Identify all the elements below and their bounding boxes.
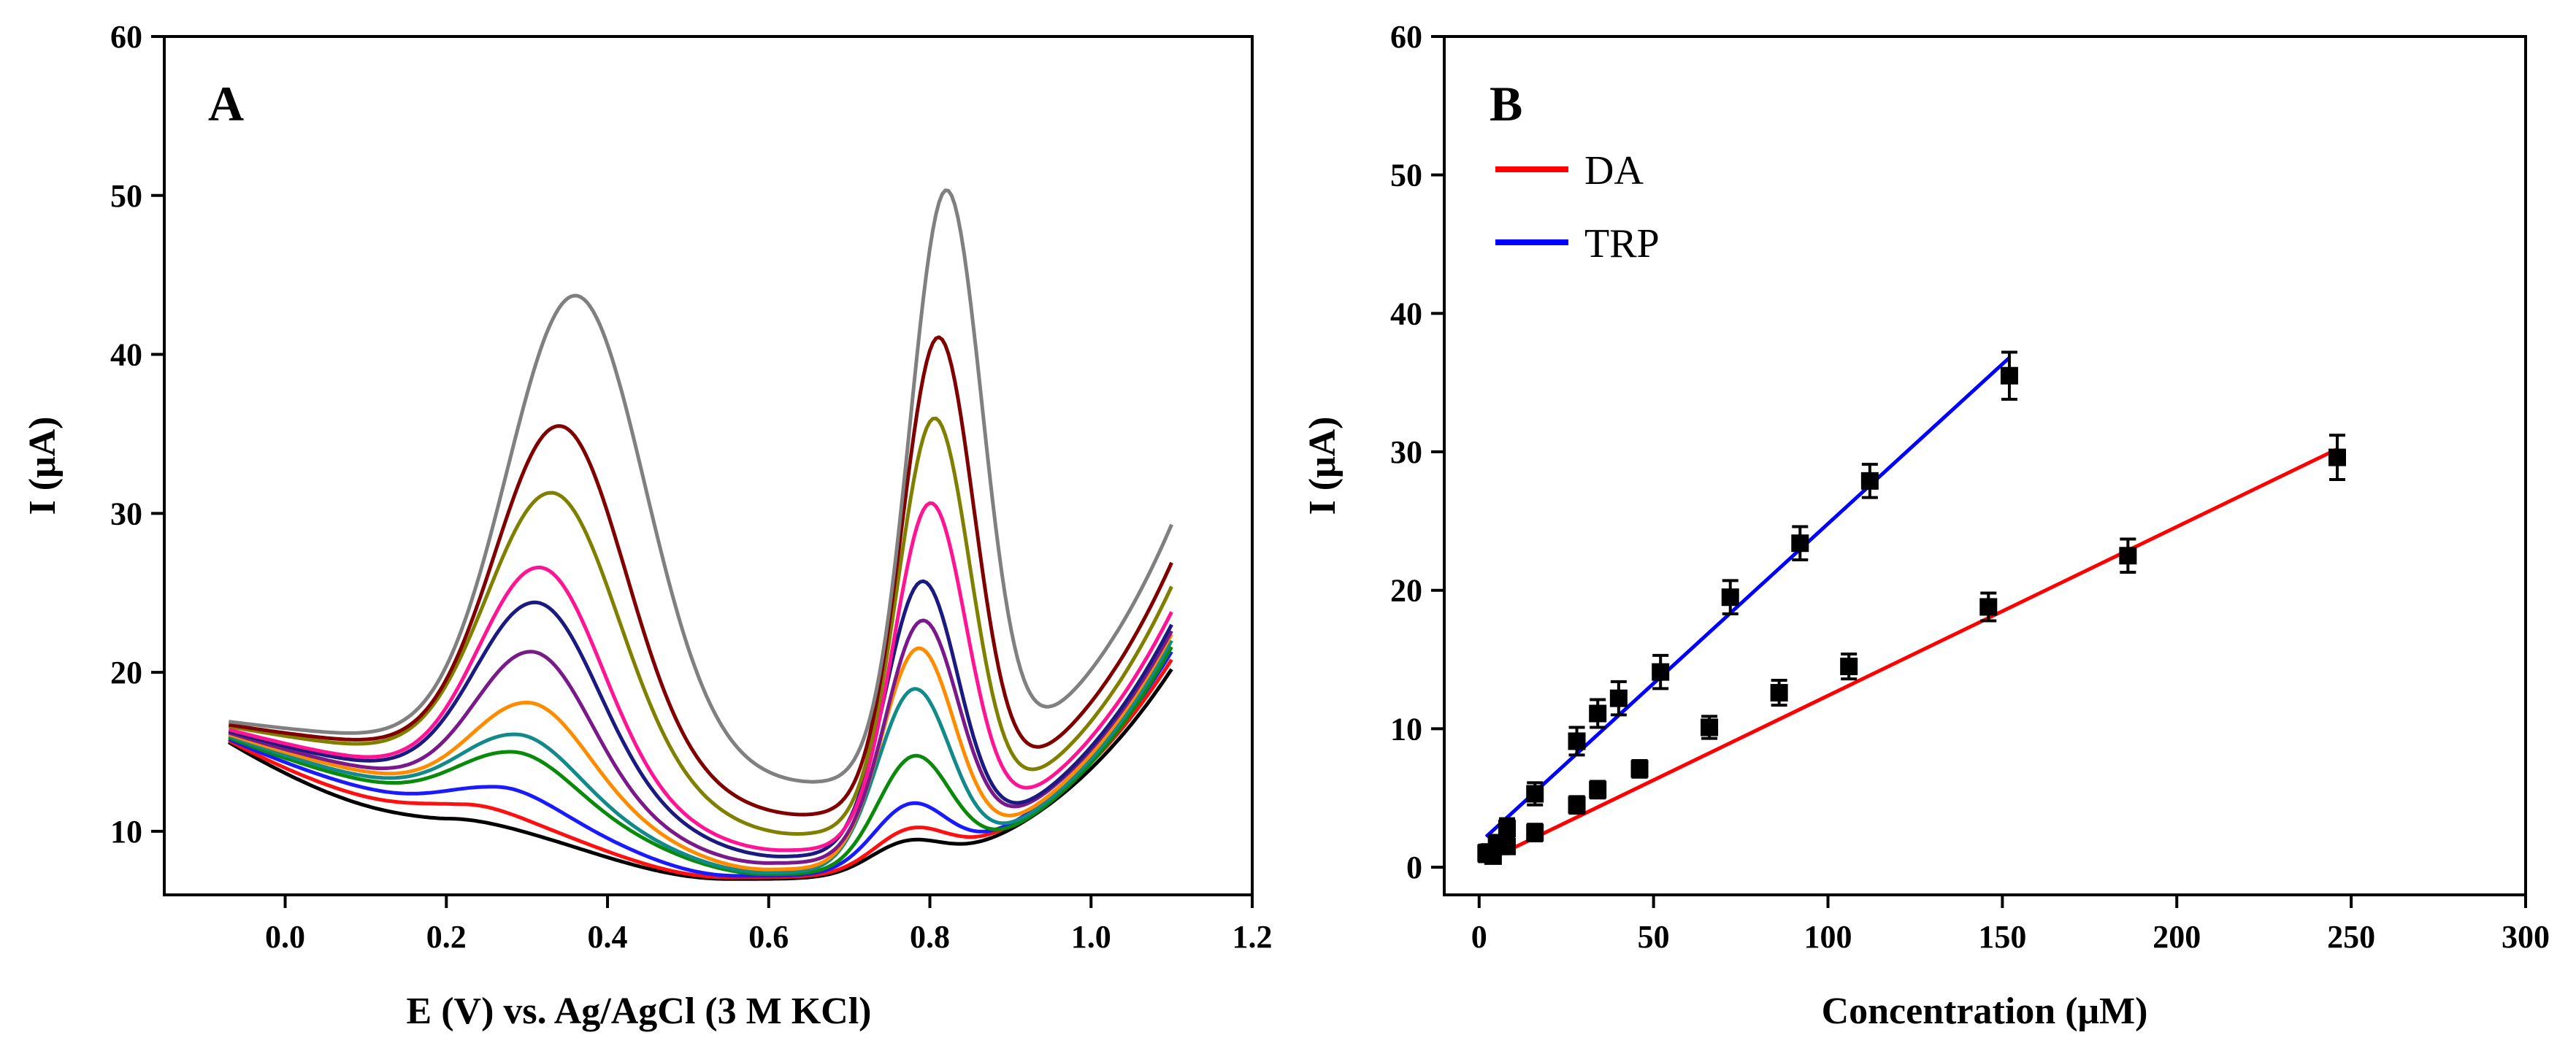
marker-da <box>1979 598 1998 616</box>
panel-a-curve-4 <box>228 646 1173 877</box>
panel-b-y-tick-label: 20 <box>1390 573 1422 609</box>
panel-b-fit-lines <box>1484 356 2339 858</box>
marker-trp <box>2000 366 2018 385</box>
panel-b-data-points <box>1477 350 2347 865</box>
panel-a-curve-6 <box>228 633 1173 872</box>
panel-a-x-tick-label: 0.4 <box>588 919 628 955</box>
panel-b-x-tick-label: 0 <box>1471 919 1487 955</box>
panel-a-x-axis-title: E (V) vs. Ag/AgCl (3 M KCl) <box>407 990 872 1032</box>
panel-b-x-tick-label: 250 <box>2327 919 2375 955</box>
data-point-trp <box>1652 653 1670 691</box>
panel-a-curves <box>228 188 1173 881</box>
panel-b-x-tick-label: 150 <box>1978 919 2026 955</box>
marker-da <box>1630 760 1649 778</box>
fit-line-da <box>1495 447 2339 858</box>
panel-a-curve-7 <box>228 618 1173 865</box>
panel-a-label: A <box>208 76 244 131</box>
panel-a-curve-9 <box>228 501 1173 853</box>
panel-b-y-axis-title: I (μA) <box>1302 417 1343 515</box>
panel-a-y-axis: 10 20 30 40 50 60 <box>110 19 164 850</box>
marker-trp <box>1791 534 1809 553</box>
data-point-da <box>1701 715 1719 740</box>
panel-a-x-tick-label: 0.2 <box>426 919 467 955</box>
panel-b-x-tick-label: 300 <box>2502 919 2550 955</box>
panel-b-label: B <box>1490 76 1522 131</box>
panel-a-x-tick-label: 1.0 <box>1071 919 1111 955</box>
marker-da <box>2328 448 2347 466</box>
data-point-trp <box>1526 781 1544 807</box>
legend-da-label: DA <box>1584 148 1644 193</box>
panel-b-y-tick-label: 30 <box>1390 434 1422 470</box>
data-point-trp <box>2000 350 2018 401</box>
marker-da <box>1589 780 1607 799</box>
panel-a-y-tick-label: 50 <box>110 178 142 214</box>
panel-a-y-tick-label: 10 <box>110 814 142 850</box>
panel-b-y-tick-label: 0 <box>1406 850 1422 885</box>
data-point-trp <box>1498 817 1516 840</box>
data-point-da <box>1568 795 1586 815</box>
marker-da <box>1701 718 1719 736</box>
panel-a-x-tick-label: 1.2 <box>1233 919 1273 955</box>
legend-trp-label: TRP <box>1584 221 1660 266</box>
marker-da <box>1770 684 1788 702</box>
marker-da <box>1568 796 1586 814</box>
panel-b-x-axis-title: Concentration (μM) <box>1822 990 2148 1032</box>
marker-da <box>1840 658 1858 676</box>
data-point-trp <box>1609 680 1628 717</box>
panel-b-frame <box>1443 35 2527 896</box>
panel-a-y-tick-label: 20 <box>110 655 142 691</box>
panel-b-y-tick-label: 60 <box>1390 19 1422 55</box>
panel-a-y-tick-label: 40 <box>110 337 142 373</box>
marker-trp <box>1589 704 1607 723</box>
data-point-da <box>1770 679 1788 707</box>
marker-trp <box>1860 472 1879 490</box>
marker-da <box>2119 547 2137 565</box>
panel-b-x-tick-label: 50 <box>1638 919 1670 955</box>
data-point-da <box>2328 434 2347 481</box>
panel-a-voltammogram: 0.0 0.2 0.4 0.6 0.8 1.0 1.2 10 20 30 40 50 60 A E (… <box>22 19 1273 1032</box>
data-point-da <box>1840 652 1858 681</box>
marker-trp <box>1498 819 1516 837</box>
data-point-trp <box>1589 698 1607 729</box>
panel-b-y-tick-label: 10 <box>1390 711 1422 747</box>
panel-a-y-tick-label: 30 <box>110 496 142 531</box>
data-point-trp <box>1721 579 1739 615</box>
panel-a-curve-12 <box>228 188 1173 784</box>
data-point-da <box>1526 823 1544 843</box>
panel-b-legend: DA TRP <box>1495 148 1660 266</box>
data-point-da <box>1979 591 1998 623</box>
panel-a-x-axis: 0.0 0.2 0.4 0.6 0.8 1.0 1.2 <box>265 895 1273 955</box>
data-point-trp <box>1860 463 1879 499</box>
marker-trp <box>1609 689 1628 707</box>
panel-a-frame <box>163 35 1254 896</box>
panel-b-calibration: 0 50 100 150 200 250 300 0 10 20 30 40 50 60 B DA TR… <box>1302 19 2550 1032</box>
marker-trp <box>1568 732 1586 750</box>
panel-a-y-axis-title: I (μA) <box>22 417 64 515</box>
panel-a-x-tick-label: 0.8 <box>910 919 950 955</box>
panel-a-curve-8 <box>228 579 1173 858</box>
marker-trp <box>1721 588 1739 607</box>
panel-b-x-tick-label: 200 <box>2153 919 2201 955</box>
marker-trp <box>1526 785 1544 803</box>
data-point-da <box>1589 780 1607 800</box>
panel-b-y-tick-label: 50 <box>1390 158 1422 193</box>
data-point-trp <box>1791 525 1809 561</box>
panel-b-x-axis: 0 50 100 150 200 250 300 <box>1471 895 2550 955</box>
panel-a-curve-5 <box>228 639 1173 874</box>
data-point-da <box>1630 759 1649 779</box>
marker-trp <box>1652 663 1670 681</box>
panel-a-curve-11 <box>228 335 1173 817</box>
data-point-trp <box>1568 726 1586 757</box>
marker-da <box>1526 823 1544 842</box>
panel-a-curve-10 <box>228 416 1173 836</box>
panel-a-x-tick-label: 0.6 <box>748 919 789 955</box>
panel-b-y-tick-label: 40 <box>1390 296 1422 331</box>
panel-b-y-axis: 0 10 20 30 40 50 60 <box>1390 19 1444 885</box>
panel-a-y-tick-label: 60 <box>110 19 142 55</box>
data-point-da <box>2119 537 2137 574</box>
panel-b-x-tick-label: 100 <box>1804 919 1852 955</box>
panel-a-x-tick-label: 0.0 <box>265 919 305 955</box>
fit-line-trp <box>1484 356 2011 839</box>
